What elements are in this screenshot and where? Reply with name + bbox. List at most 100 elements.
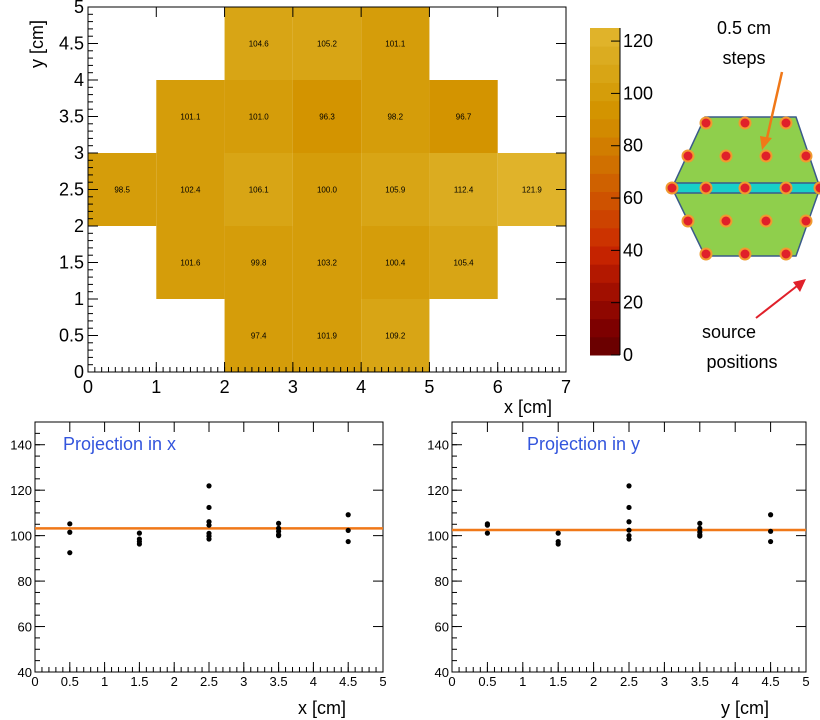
projection-data-point <box>626 527 632 533</box>
heatmap-y-tick-label: 1 <box>74 289 84 309</box>
colorbar-segment <box>590 64 620 83</box>
heatmap-cell-label: 105.4 <box>454 259 475 268</box>
source-arrow <box>755 285 798 319</box>
projection-data-point <box>345 527 351 534</box>
projection-x-tick-label: 4.5 <box>762 674 780 689</box>
heatmap-cell <box>361 299 430 372</box>
projection-title: Projection in y <box>527 434 640 454</box>
heatmap-x-tick-label: 0 <box>83 377 93 397</box>
projection-y-tick-label: 100 <box>427 529 449 544</box>
steps-annotation-line2: steps <box>722 48 765 68</box>
heatmap-cell-label: 98.2 <box>387 113 403 122</box>
heatmap-cell-label: 112.4 <box>454 186 474 195</box>
heatmap-y-tick-label: 5 <box>74 0 84 17</box>
colorbar-segment <box>590 173 620 192</box>
source-position-dot <box>699 181 713 195</box>
source-position-dot <box>699 247 713 261</box>
projection-title: Projection in x <box>63 434 176 454</box>
projection-x-tick-label: 1.5 <box>549 674 567 689</box>
heatmap-y-tick-label: 0 <box>74 362 84 382</box>
projection-x-tick-label: 4 <box>310 674 317 689</box>
heatmap-cell-label: 103.2 <box>317 259 338 268</box>
heatmap-cell-label: 101.1 <box>180 113 201 122</box>
heatmap-x-tick-label: 3 <box>288 377 298 397</box>
colorbar-segment <box>590 137 620 156</box>
steps-annotation-line1: 0.5 cm <box>717 18 771 38</box>
colorbar-tick-label: 40 <box>623 240 643 260</box>
projection-y-tick-label: 40 <box>435 665 449 680</box>
projection-x-tick-label: 3.5 <box>691 674 709 689</box>
projection-x-tick-label: 0 <box>31 674 38 689</box>
projection-data-point <box>276 520 282 526</box>
heatmap-y-tick-label: 4.5 <box>59 34 84 54</box>
projection-y-tick-label: 60 <box>18 620 32 635</box>
projection-data-point <box>67 529 73 535</box>
projection-x-tick-label: 1 <box>519 674 526 689</box>
projection-data-point <box>206 504 212 511</box>
projection-data-point <box>67 550 73 556</box>
colorbar-segment <box>590 28 620 47</box>
colorbar-segment <box>590 82 620 102</box>
heatmap-cell <box>429 80 498 153</box>
source-arrowhead <box>793 279 806 292</box>
colorbar-segment <box>590 191 620 211</box>
source-position-dot <box>681 214 695 228</box>
projection-data-point <box>555 541 561 547</box>
heatmap-y-tick-label: 3.5 <box>59 107 84 127</box>
projection-x-tick-label: 4.5 <box>339 674 357 689</box>
colorbar-segment <box>590 300 620 320</box>
source-annotation-line2: positions <box>706 352 777 372</box>
heatmap-cell-label: 97.4 <box>251 332 267 341</box>
heatmap-cell <box>156 153 225 226</box>
projection-data-point <box>626 536 632 542</box>
projection-data-point <box>697 533 703 539</box>
projection-data-point <box>206 483 212 489</box>
heatmap-x-tick-label: 1 <box>151 377 161 397</box>
colorbar-segment <box>590 318 620 338</box>
colorbar-tick-label: 0 <box>623 345 633 365</box>
colorbar-segment <box>590 209 620 229</box>
heatmap-x-axis-title: x [cm] <box>504 397 552 417</box>
projection-data-point <box>555 530 561 536</box>
heatmap-cell-label: 121.9 <box>522 186 543 195</box>
source-position-dot <box>699 116 713 130</box>
colorbar-tick-label: 80 <box>623 136 643 156</box>
heatmap-cell-label: 105.9 <box>385 186 406 195</box>
source-position-dot <box>799 149 813 163</box>
heatmap-x-tick-label: 7 <box>561 377 571 397</box>
projection-x-tick-label: 4 <box>732 674 739 689</box>
source-position-dot <box>779 247 793 261</box>
projection-x-panel: 0 0.5 1 1.5 2 2.5 3 3.5 4 4.5 5 40 60 80 100 120 140 Proj… <box>10 421 387 689</box>
colorbar: 0 20 40 60 80 100 120 <box>590 28 653 365</box>
heatmap-x-tick-label: 6 <box>493 377 503 397</box>
colorbar-segment <box>590 246 620 265</box>
source-position-dot <box>738 247 752 261</box>
heatmap-cell <box>497 153 566 226</box>
projection-data-point <box>276 533 282 539</box>
heatmap-cell-label: 105.2 <box>317 40 338 49</box>
heatmap-x-tick-label: 4 <box>356 377 366 397</box>
projection-frame <box>451 421 807 673</box>
projection-data-point <box>136 541 142 547</box>
projection-y-tick-label: 100 <box>10 529 32 544</box>
heatmap-cell <box>292 7 362 80</box>
projection-y-tick-label: 80 <box>435 574 449 589</box>
projection-data-point <box>626 483 632 489</box>
colorbar-segment <box>590 46 620 65</box>
heatmap-cell <box>224 7 293 80</box>
source-annotation-line1: source <box>702 322 756 342</box>
heatmap-cell <box>224 153 293 226</box>
heatmap-panel: 104.6 105.2 101.1 101.1 101.0 96.3 98.2 96.7 98.… <box>27 0 571 417</box>
projection-data-point <box>626 504 632 511</box>
heatmap-cell-label: 102.4 <box>180 186 201 195</box>
heatmap-y-tick-label: 1.5 <box>59 253 84 273</box>
heatmap-cell <box>292 299 362 372</box>
projection-x-axis-title: x [cm] <box>298 698 346 718</box>
colorbar-segment <box>590 264 620 283</box>
heatmap-cell <box>292 226 362 299</box>
projection-data-point <box>697 520 703 526</box>
colorbar-segment <box>590 155 620 174</box>
projection-data-point <box>768 512 774 518</box>
heatmap-cell <box>224 80 293 153</box>
